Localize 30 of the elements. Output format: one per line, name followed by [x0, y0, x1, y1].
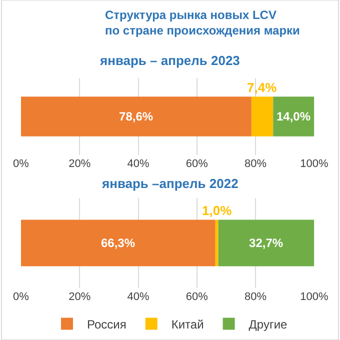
x-tick-label: 80% [244, 291, 267, 303]
legend-label: Китай [171, 317, 204, 332]
x-tick-label: 60% [186, 158, 208, 170]
data-label: 1,0% [202, 203, 232, 218]
x-tick-label: 40% [127, 291, 150, 303]
data-label: 78,6% [119, 110, 154, 124]
x-tick-label: 0% [13, 158, 30, 170]
x-tick-label: 100% [300, 158, 328, 170]
x-tick-label: 20% [68, 158, 91, 170]
legend-label: Другие [248, 317, 288, 332]
x-tick-label: 40% [127, 158, 150, 170]
data-label: 32,7% [249, 236, 284, 250]
data-label: 14,0% [276, 110, 311, 124]
x-tick-label: 80% [244, 158, 267, 170]
chart-subtitle: январь – апрель 2023 [100, 53, 240, 68]
data-label: 7,4% [247, 80, 278, 95]
x-tick-label: 0% [13, 291, 30, 303]
x-tick-label: 60% [186, 291, 208, 303]
bar [20, 96, 252, 136]
chart-title: Структура рынка новых LCV по стране происхождения марки [105, 8, 300, 38]
x-tick-label: 20% [68, 291, 91, 303]
chart-title: январь –апрель 2022 [102, 176, 238, 191]
legend-label: Россия [87, 317, 126, 332]
bar [251, 96, 274, 136]
bar [215, 220, 218, 266]
x-tick-label: 100% [300, 291, 328, 303]
bar [218, 220, 314, 266]
data-label: 66,3% [100, 236, 136, 250]
bar [273, 96, 314, 136]
bar [20, 220, 216, 266]
